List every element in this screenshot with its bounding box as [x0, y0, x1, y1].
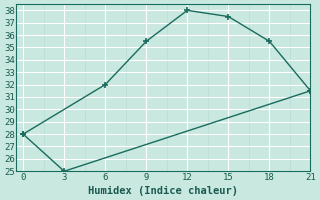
X-axis label: Humidex (Indice chaleur): Humidex (Indice chaleur) [88, 186, 238, 196]
